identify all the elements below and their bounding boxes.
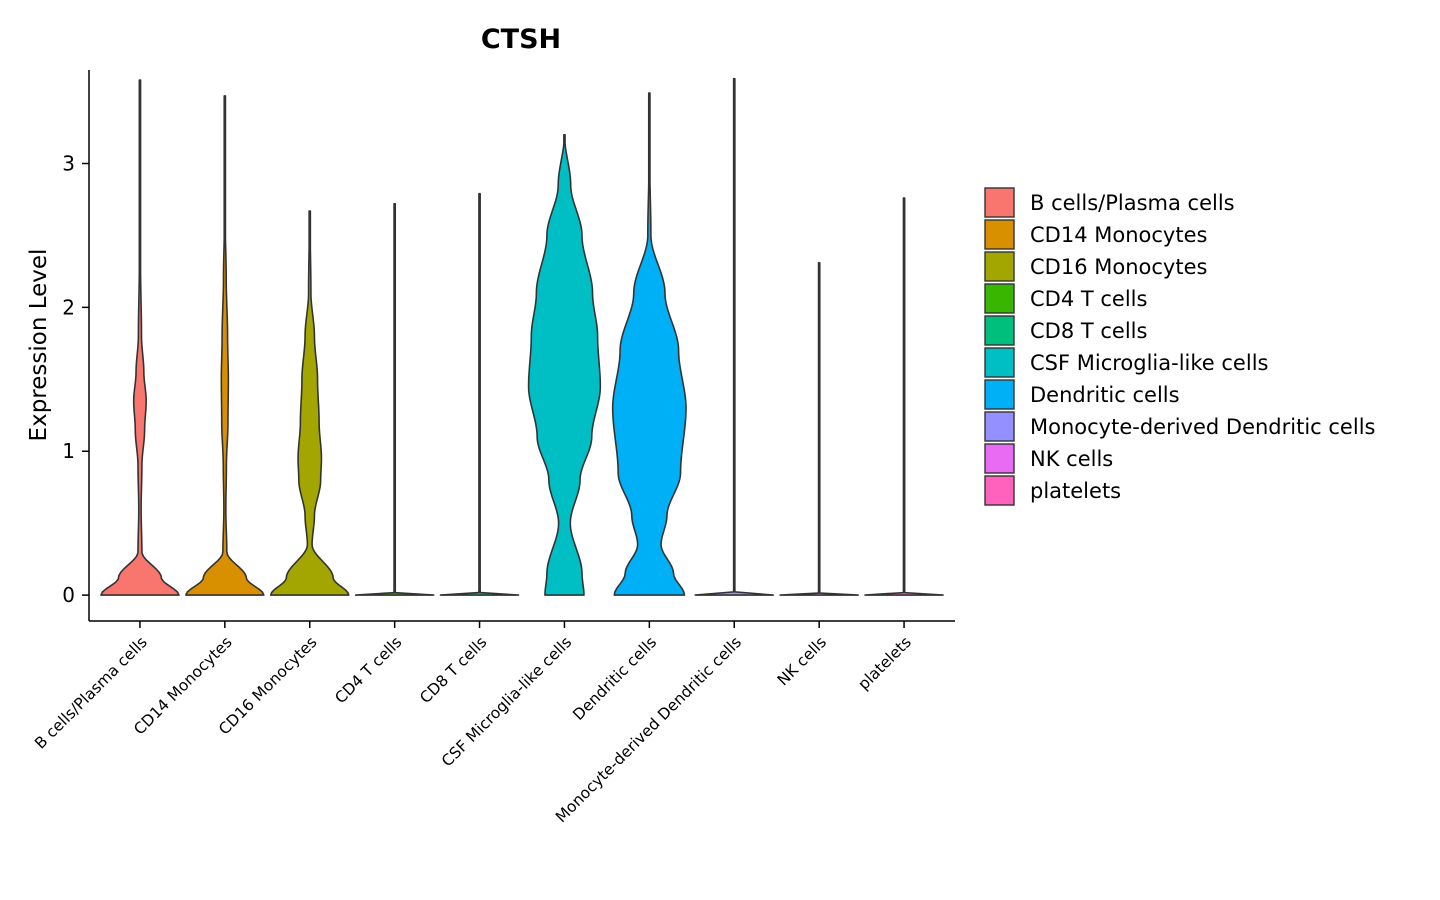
legend-label-cd4-t-cells: CD4 T cells	[1030, 287, 1147, 311]
legend-label-cd14-monocytes: CD14 Monocytes	[1030, 223, 1207, 247]
x-tick-label-monocyte-derived-dendritic-cells: Monocyte-derived Dendritic cells	[552, 633, 745, 826]
violin-b-cells-plasma-cells	[100, 79, 180, 596]
legend-label-monocyte-derived-dendritic-cells: Monocyte-derived Dendritic cells	[1030, 415, 1375, 439]
legend-label-cd16-monocytes: CD16 Monocytes	[1030, 255, 1207, 279]
violin-csf-microglia-like-cells	[527, 133, 602, 596]
y-tick-label: 2	[62, 295, 75, 319]
chart-title: CTSH	[481, 24, 561, 55]
axes	[88, 70, 955, 622]
violin-nk-cells	[779, 261, 859, 596]
x-tick-label-cd8-t-cells: CD8 T cells	[416, 633, 490, 707]
legend-label-b-cells-plasma-cells: B cells/Plasma cells	[1030, 191, 1235, 215]
violin-cd8-t-cells	[439, 192, 520, 596]
legend-swatch-dendritic-cells	[984, 379, 1015, 410]
violins	[100, 77, 944, 596]
legend-swatch-csf-microglia-like-cells	[984, 347, 1015, 378]
x-tick-label-platelets: platelets	[855, 633, 915, 693]
y-tick-label: 1	[62, 439, 75, 463]
legend-swatch-cd14-monocytes	[984, 219, 1015, 250]
legend-label-cd8-t-cells: CD8 T cells	[1030, 319, 1147, 343]
legend-label-platelets: platelets	[1030, 479, 1121, 503]
legend: B cells/Plasma cells CD14 Monocytes CD16 M…	[984, 187, 1375, 506]
y-ticks: 0 1 2 3	[62, 152, 89, 607]
x-tick-label-nk-cells: NK cells	[774, 633, 830, 689]
legend-label-nk-cells: NK cells	[1030, 447, 1113, 471]
legend-swatch-cd16-monocytes	[984, 251, 1015, 282]
legend-swatch-monocyte-derived-dendritic-cells	[984, 411, 1015, 442]
x-tick-label-b-cells-plasma-cells: B cells/Plasma cells	[31, 633, 151, 753]
violin-monocyte-derived-dendritic-cells	[694, 77, 775, 596]
violin-dendritic-cells	[611, 92, 687, 596]
x-tick-label-cd4-t-cells: CD4 T cells	[331, 633, 405, 707]
y-axis-label: Expression Level	[26, 249, 52, 442]
legend-swatch-cd8-t-cells	[984, 315, 1015, 346]
violin-cd16-monocytes	[269, 210, 350, 596]
violin-cd14-monocytes	[185, 95, 265, 596]
y-tick-label: 0	[62, 583, 75, 607]
legend-swatch-cd4-t-cells	[984, 283, 1015, 314]
legend-label-dendritic-cells: Dendritic cells	[1030, 383, 1180, 407]
y-tick-label: 3	[62, 152, 75, 176]
legend-swatch-nk-cells	[984, 443, 1015, 474]
violin-platelets	[864, 197, 944, 596]
legend-label-csf-microglia-like-cells: CSF Microglia-like cells	[1030, 351, 1268, 375]
x-tick-label-dendritic-cells: Dendritic cells	[569, 633, 660, 724]
violin-cd4-t-cells	[354, 202, 435, 596]
legend-swatch-b-cells-plasma-cells	[984, 187, 1015, 218]
legend-swatch-platelets	[984, 475, 1015, 506]
